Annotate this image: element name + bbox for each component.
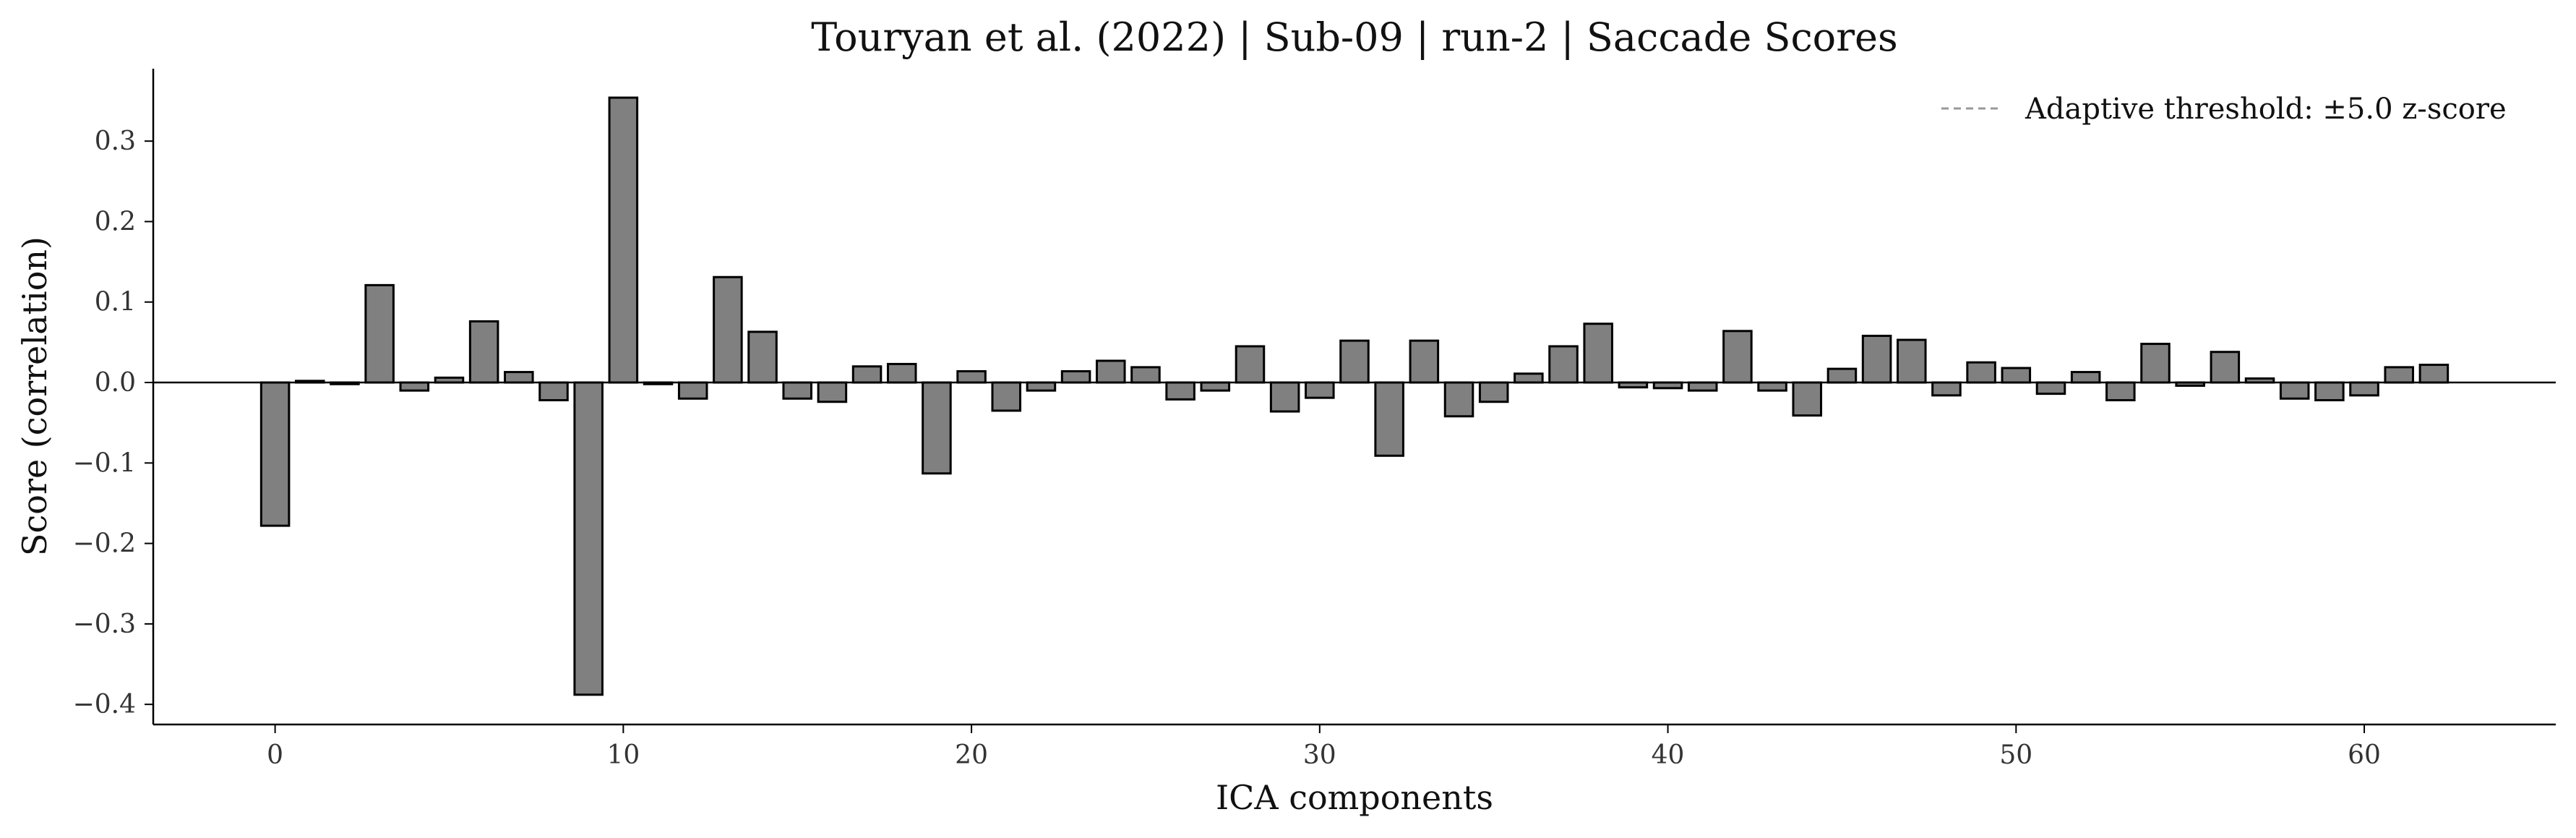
bar-component-27 xyxy=(1200,381,1231,392)
bar-component-46 xyxy=(1861,334,1892,384)
bar-component-35 xyxy=(1478,381,1509,403)
bar-component-12 xyxy=(677,381,708,400)
bar-component-32 xyxy=(1374,381,1404,457)
x-ticks-group: 0 10 20 30 40 50 60 xyxy=(267,724,2381,770)
y-tick-label: −0.1 xyxy=(73,448,136,478)
legend: Adaptive threshold: ±5.0 z-score xyxy=(1941,93,2507,126)
bar-component-42 xyxy=(1722,330,1753,384)
y-tick-label: 0.1 xyxy=(95,288,136,317)
bar-component-48 xyxy=(1931,381,1962,397)
bar-component-9 xyxy=(573,381,604,696)
axes-group xyxy=(152,69,2556,726)
x-tick-label: 60 xyxy=(2348,740,2381,770)
bar-component-28 xyxy=(1235,345,1266,384)
bars-group xyxy=(259,96,2450,696)
bar-component-56 xyxy=(2210,351,2241,384)
bar-component-36 xyxy=(1514,372,1544,384)
bar-component-51 xyxy=(2035,381,2066,396)
bar-component-23 xyxy=(1060,369,1091,384)
bar-component-58 xyxy=(2279,381,2310,400)
bar-component-0 xyxy=(259,381,291,527)
bar-component-4 xyxy=(399,381,430,392)
bar-component-49 xyxy=(1966,361,1996,384)
bar-component-34 xyxy=(1443,381,1474,418)
bar-component-24 xyxy=(1096,359,1126,384)
y-tick-label: −0.3 xyxy=(73,610,136,639)
bar-component-62 xyxy=(2418,364,2450,384)
bar-component-47 xyxy=(1897,338,1927,384)
x-tick-label: 40 xyxy=(1652,740,1685,770)
y-axis-label: Score (correlation) xyxy=(15,236,54,556)
bar-component-37 xyxy=(1548,345,1579,384)
bar-component-19 xyxy=(922,381,952,475)
bar-component-29 xyxy=(1269,381,1300,413)
bar-component-3 xyxy=(364,283,395,384)
bar-component-8 xyxy=(538,381,569,402)
x-tick-label: 30 xyxy=(1303,740,1336,770)
y-tick-label: −0.2 xyxy=(73,529,136,559)
x-tick-label: 20 xyxy=(955,740,988,770)
bar-component-38 xyxy=(1583,322,1613,384)
bar-component-52 xyxy=(2070,371,2101,384)
bar-component-14 xyxy=(747,330,778,384)
bar-component-44 xyxy=(1792,381,1823,417)
y-tick-label: 0.3 xyxy=(95,127,136,156)
y-tick-label: −0.4 xyxy=(73,690,136,719)
bar-component-54 xyxy=(2140,343,2171,384)
bar-component-53 xyxy=(2105,381,2136,402)
bar-component-60 xyxy=(2349,381,2379,397)
bar-component-59 xyxy=(2314,381,2345,402)
bar-component-13 xyxy=(713,275,743,384)
bar-component-18 xyxy=(886,362,917,384)
x-tick-label: 0 xyxy=(267,740,283,770)
chart-title: Touryan et al. (2022) | Sub-09 | run-2 |… xyxy=(811,14,1897,60)
bar-component-10 xyxy=(608,96,639,384)
bar-component-20 xyxy=(956,369,987,384)
bar-component-33 xyxy=(1409,339,1440,384)
bar-component-50 xyxy=(2001,367,2032,384)
bar-component-17 xyxy=(851,365,883,384)
legend-threshold-label: Adaptive threshold: ±5.0 z-score xyxy=(2025,93,2507,126)
bar-component-41 xyxy=(1687,381,1718,392)
bar-component-30 xyxy=(1305,381,1335,399)
y-tick-label: 0.2 xyxy=(95,207,136,236)
bar-component-15 xyxy=(782,381,812,400)
y-tick-label: 0.0 xyxy=(95,368,136,398)
bar-component-45 xyxy=(1826,367,1858,384)
bar-component-21 xyxy=(991,381,1022,412)
x-axis-label: ICA components xyxy=(1216,778,1493,817)
bar-component-16 xyxy=(817,381,848,403)
bar-component-31 xyxy=(1339,339,1370,384)
bar-component-22 xyxy=(1026,381,1057,392)
y-ticks-group: −0.4 −0.3 −0.2 −0.1 0.0 0.1 0.2 0.3 xyxy=(73,127,153,719)
x-tick-label: 50 xyxy=(1999,740,2032,770)
bar-component-61 xyxy=(2384,366,2414,384)
bar-component-26 xyxy=(1165,381,1195,401)
bar-component-43 xyxy=(1757,381,1787,392)
bar-component-25 xyxy=(1130,366,1161,384)
bar-component-7 xyxy=(504,371,534,384)
bar-component-6 xyxy=(468,320,499,384)
x-tick-label: 10 xyxy=(606,740,640,770)
